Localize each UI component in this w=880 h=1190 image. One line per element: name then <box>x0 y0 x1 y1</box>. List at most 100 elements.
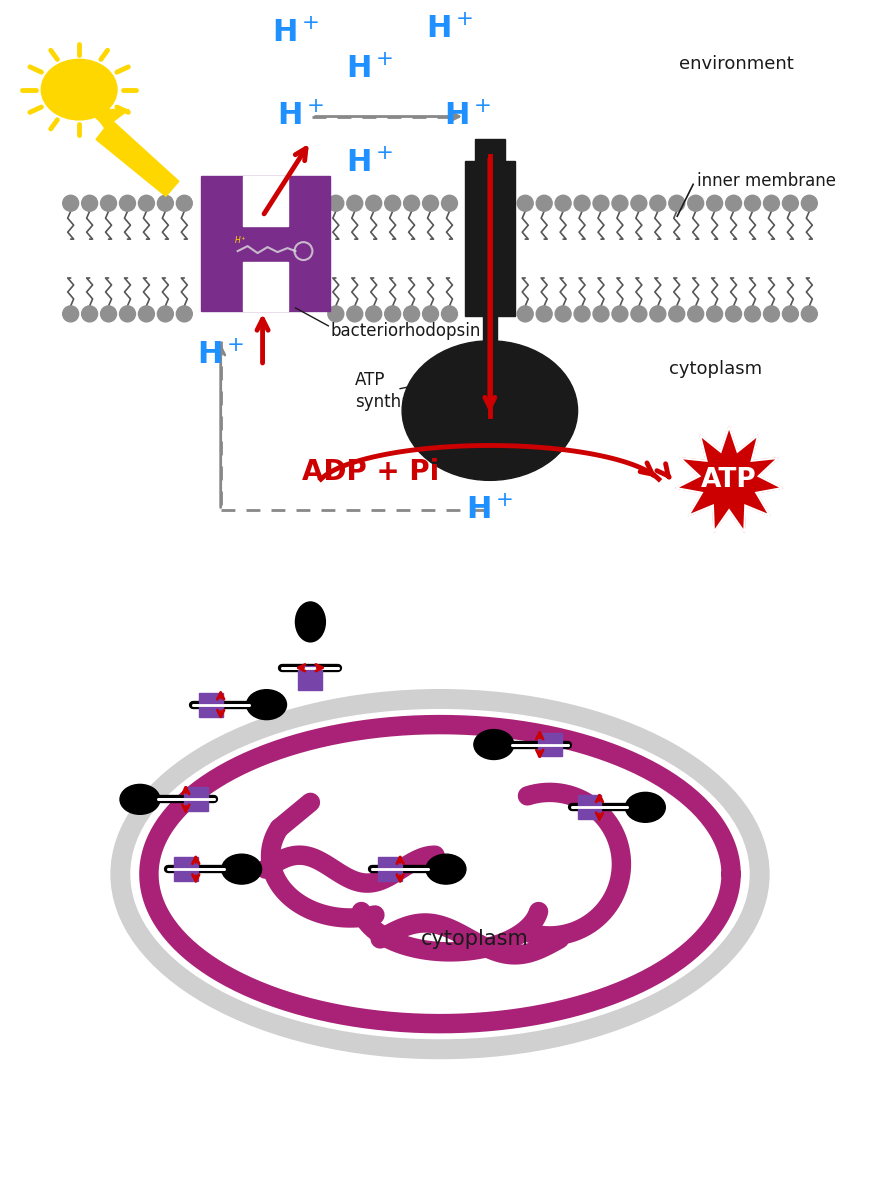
Bar <box>538 733 561 757</box>
Circle shape <box>442 306 458 321</box>
Bar <box>201 176 330 311</box>
Circle shape <box>574 195 590 211</box>
Circle shape <box>593 195 609 211</box>
Bar <box>243 262 289 311</box>
Text: H$^+$: H$^+$ <box>347 55 394 84</box>
Circle shape <box>422 195 438 211</box>
Ellipse shape <box>474 729 514 759</box>
Circle shape <box>612 306 628 321</box>
Bar <box>199 693 223 716</box>
Circle shape <box>536 195 552 211</box>
Circle shape <box>802 195 818 211</box>
Ellipse shape <box>426 854 466 884</box>
Circle shape <box>744 195 760 211</box>
Circle shape <box>612 195 628 211</box>
Text: bacteriorhodopsin: bacteriorhodopsin <box>330 321 480 340</box>
Circle shape <box>802 306 818 321</box>
Circle shape <box>707 195 722 211</box>
Circle shape <box>62 306 78 321</box>
Ellipse shape <box>246 690 287 720</box>
Ellipse shape <box>222 854 261 884</box>
Circle shape <box>385 306 400 321</box>
Bar <box>378 857 402 881</box>
Circle shape <box>764 195 780 211</box>
Text: ADP + Pi: ADP + Pi <box>302 458 439 487</box>
Circle shape <box>649 306 666 321</box>
Circle shape <box>328 195 344 211</box>
Circle shape <box>442 195 458 211</box>
Text: H$^+$: H$^+$ <box>444 102 492 131</box>
Circle shape <box>764 306 780 321</box>
Circle shape <box>555 306 571 321</box>
Circle shape <box>82 195 98 211</box>
Circle shape <box>62 195 78 211</box>
Bar <box>483 315 497 411</box>
Circle shape <box>385 195 400 211</box>
Text: H$^+$: H$^+$ <box>276 102 324 131</box>
Ellipse shape <box>41 60 117 120</box>
Circle shape <box>366 306 382 321</box>
Circle shape <box>404 306 420 321</box>
Ellipse shape <box>296 602 326 641</box>
Circle shape <box>649 195 666 211</box>
Circle shape <box>744 306 760 321</box>
Circle shape <box>517 195 533 211</box>
Circle shape <box>120 195 136 211</box>
Circle shape <box>138 306 154 321</box>
Text: H$^+$: H$^+$ <box>197 342 245 370</box>
Circle shape <box>347 306 363 321</box>
Circle shape <box>176 195 193 211</box>
Circle shape <box>726 306 742 321</box>
Bar <box>174 857 198 881</box>
Circle shape <box>782 306 798 321</box>
Text: H$^+$: H$^+$ <box>347 149 394 178</box>
Circle shape <box>366 195 382 211</box>
Bar <box>465 162 515 315</box>
Text: ATP
synthase: ATP synthase <box>356 370 430 411</box>
Circle shape <box>669 195 685 211</box>
Circle shape <box>687 306 704 321</box>
Circle shape <box>631 306 647 321</box>
Text: inner membrane: inner membrane <box>697 173 836 190</box>
Circle shape <box>347 195 363 211</box>
Circle shape <box>517 306 533 321</box>
Circle shape <box>631 195 647 211</box>
Circle shape <box>422 306 438 321</box>
Circle shape <box>726 195 742 211</box>
Circle shape <box>782 195 798 211</box>
Text: ATP: ATP <box>701 468 757 494</box>
Circle shape <box>82 306 98 321</box>
Circle shape <box>404 195 420 211</box>
Bar <box>577 795 602 819</box>
Text: H$^+$: H$^+$ <box>272 19 319 49</box>
Circle shape <box>707 306 722 321</box>
Text: H$^+$: H$^+$ <box>234 234 246 246</box>
Circle shape <box>158 306 173 321</box>
Circle shape <box>158 195 173 211</box>
Bar <box>475 139 505 162</box>
Text: H$^+$: H$^+$ <box>426 15 473 44</box>
Circle shape <box>593 306 609 321</box>
Bar <box>298 665 322 690</box>
Circle shape <box>100 306 116 321</box>
Text: cytoplasm: cytoplasm <box>670 359 762 377</box>
Text: environment: environment <box>679 55 794 73</box>
Bar <box>243 176 289 226</box>
Circle shape <box>669 306 685 321</box>
Polygon shape <box>676 426 782 532</box>
Circle shape <box>176 306 193 321</box>
Text: H$^+$: H$^+$ <box>466 496 514 525</box>
Ellipse shape <box>626 793 665 822</box>
Ellipse shape <box>402 340 577 481</box>
Circle shape <box>328 306 344 321</box>
Polygon shape <box>86 109 179 196</box>
Circle shape <box>138 195 154 211</box>
Circle shape <box>574 306 590 321</box>
Ellipse shape <box>131 709 749 1039</box>
Circle shape <box>100 195 116 211</box>
Text: cytoplasm: cytoplasm <box>421 929 529 948</box>
Circle shape <box>555 195 571 211</box>
Circle shape <box>687 195 704 211</box>
Ellipse shape <box>120 784 160 814</box>
Bar <box>184 788 208 812</box>
